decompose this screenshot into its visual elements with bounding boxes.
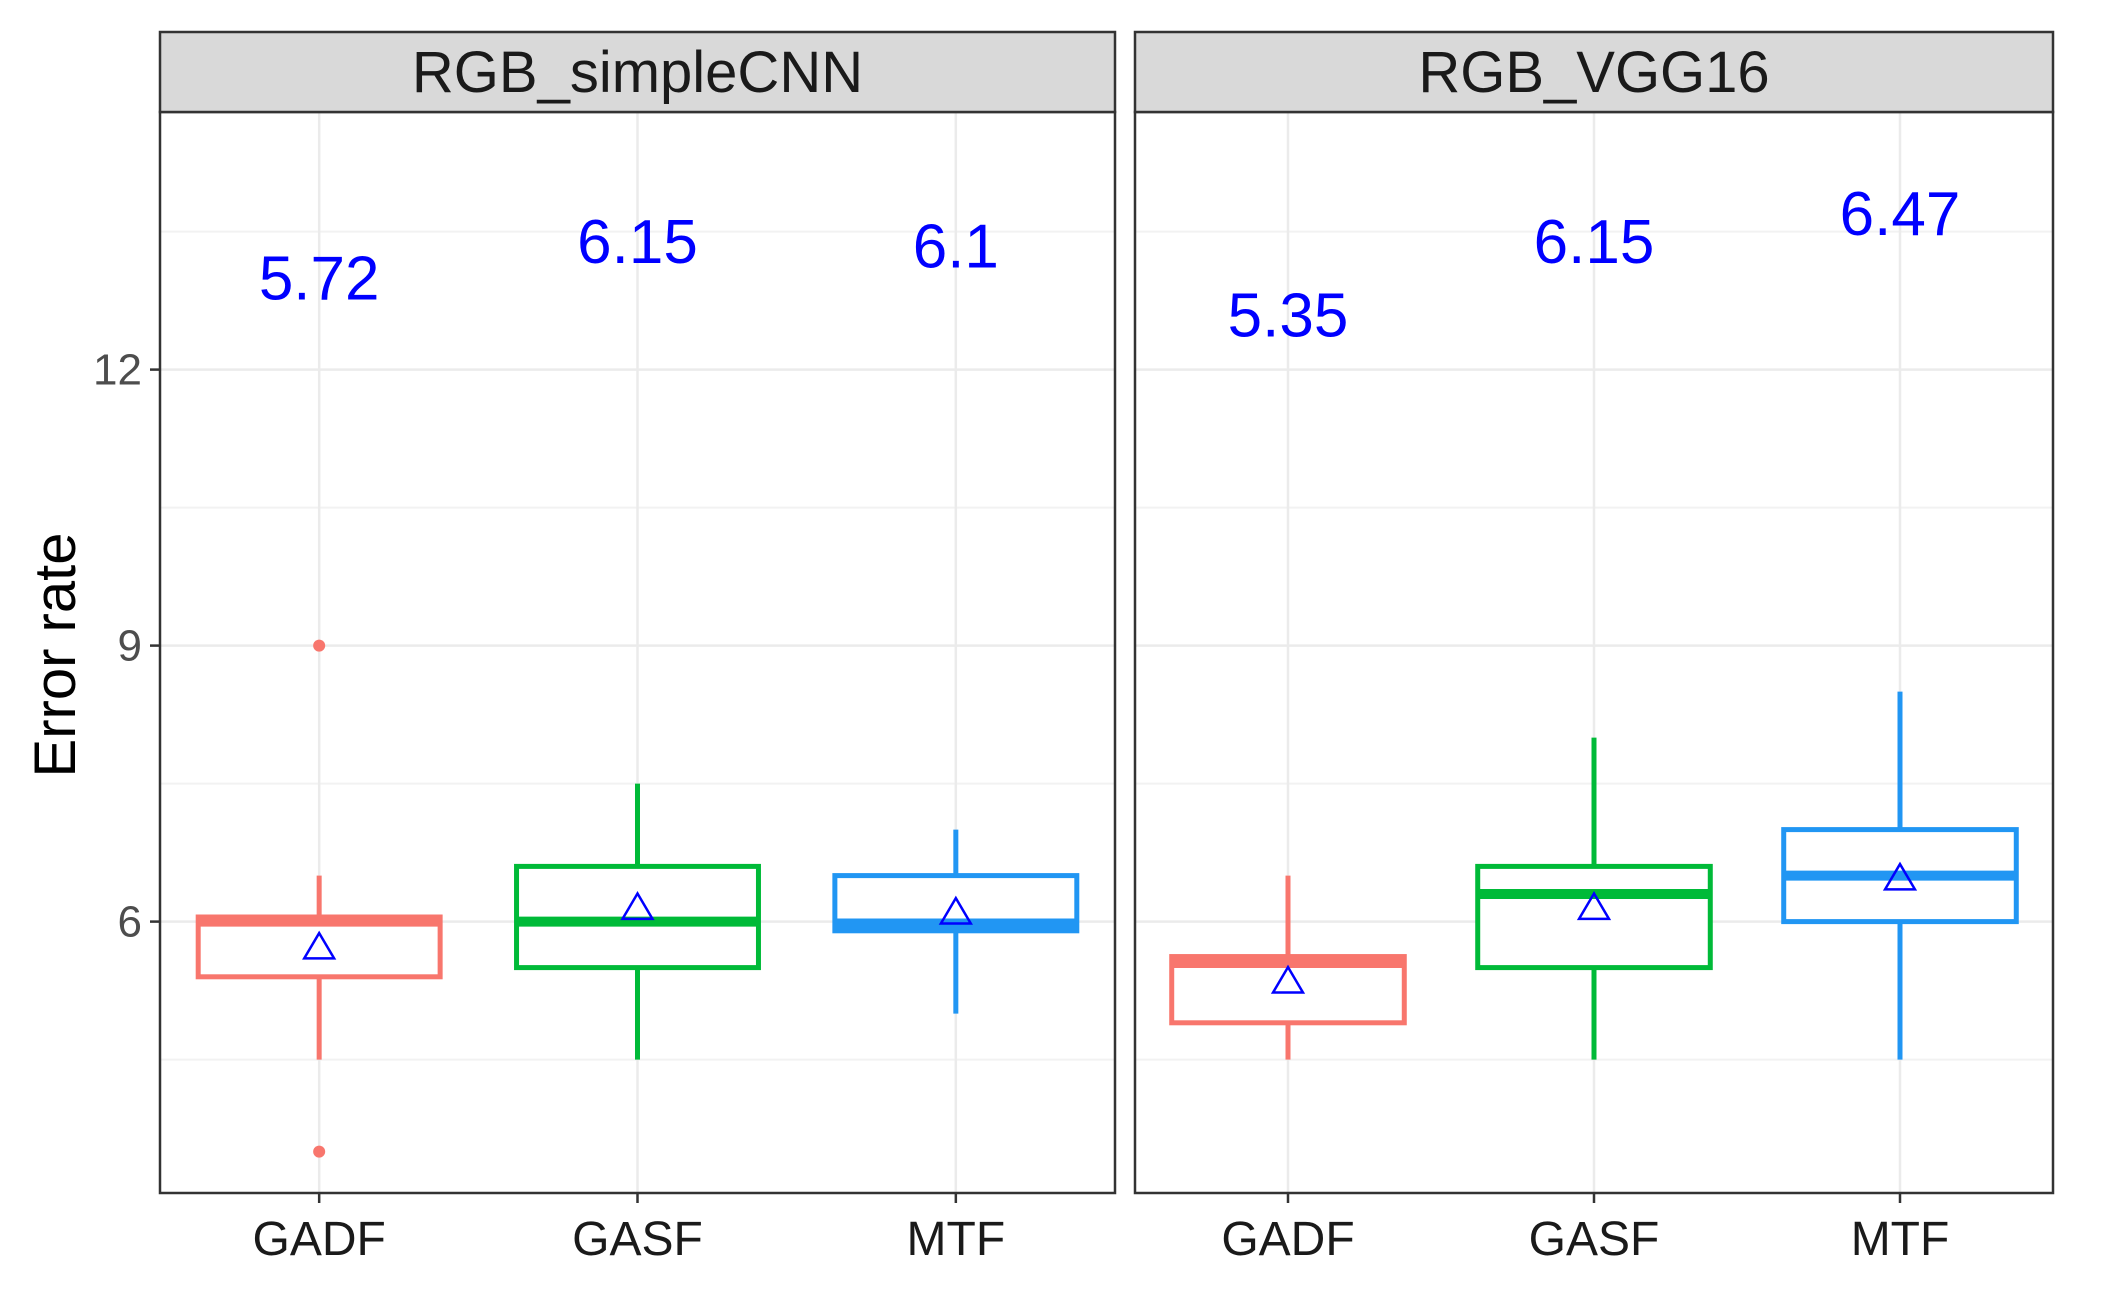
- y-axis-title: Error rate: [23, 533, 88, 778]
- mean-marker: [938, 895, 973, 925]
- x-tick-label: GASF: [572, 1213, 703, 1266]
- y-tick-label: 6: [118, 898, 142, 947]
- axes: GADF GASF MTF GADF GASF MTF 6 9 12: [93, 346, 1949, 1266]
- box-body: [195, 914, 443, 980]
- boxplot-gasf: [514, 783, 761, 1060]
- x-tick-label: MTF: [1851, 1213, 1950, 1266]
- mean-marker: [302, 930, 337, 960]
- boxplot-gadf: [195, 639, 443, 1158]
- x-tick-label: MTF: [907, 1213, 1006, 1266]
- mean-marker: [1882, 861, 1918, 891]
- x-tick-label: GADF: [252, 1213, 385, 1266]
- y-tick-label: 12: [93, 346, 142, 395]
- mean-marker: [1270, 964, 1306, 994]
- boxplot-gadf: [1169, 875, 1407, 1060]
- boxplot-mtf: [1781, 691, 2019, 1060]
- outlier-point: [313, 639, 326, 652]
- mean-label: 6.15: [577, 208, 698, 277]
- panel-strips: RGB_simpleCNN RGB_VGG16: [158, 30, 2055, 114]
- mean-label: 6.15: [1534, 208, 1655, 277]
- gridlines: [160, 112, 2053, 1193]
- y-tick-label: 9: [118, 622, 142, 671]
- mean-marker: [620, 891, 655, 921]
- mean-label: 5.72: [259, 245, 380, 314]
- outlier-point: [313, 1145, 326, 1158]
- panel-frames: [158, 110, 2055, 1195]
- box-body: [1475, 863, 1713, 971]
- mean-label: 5.35: [1228, 281, 1349, 350]
- mean-label: 6.1: [913, 212, 999, 281]
- boxplots: [195, 639, 2019, 1158]
- mean-labels: 5.72 6.15 6.1 5.35 6.15 6.47: [259, 180, 1961, 350]
- x-tick-label: GASF: [1529, 1213, 1660, 1266]
- mean-marker: [1576, 891, 1612, 921]
- panel-title: RGB_simpleCNN: [412, 40, 863, 105]
- strip-background: [158, 30, 1117, 114]
- boxplot-mtf: [832, 829, 1080, 1014]
- strip-background: [1133, 30, 2055, 114]
- panel-title: RGB_VGG16: [1418, 40, 1769, 105]
- mean-label: 6.47: [1840, 180, 1961, 249]
- boxplot-gasf: [1475, 737, 1713, 1060]
- x-tick-label: GADF: [1221, 1213, 1354, 1266]
